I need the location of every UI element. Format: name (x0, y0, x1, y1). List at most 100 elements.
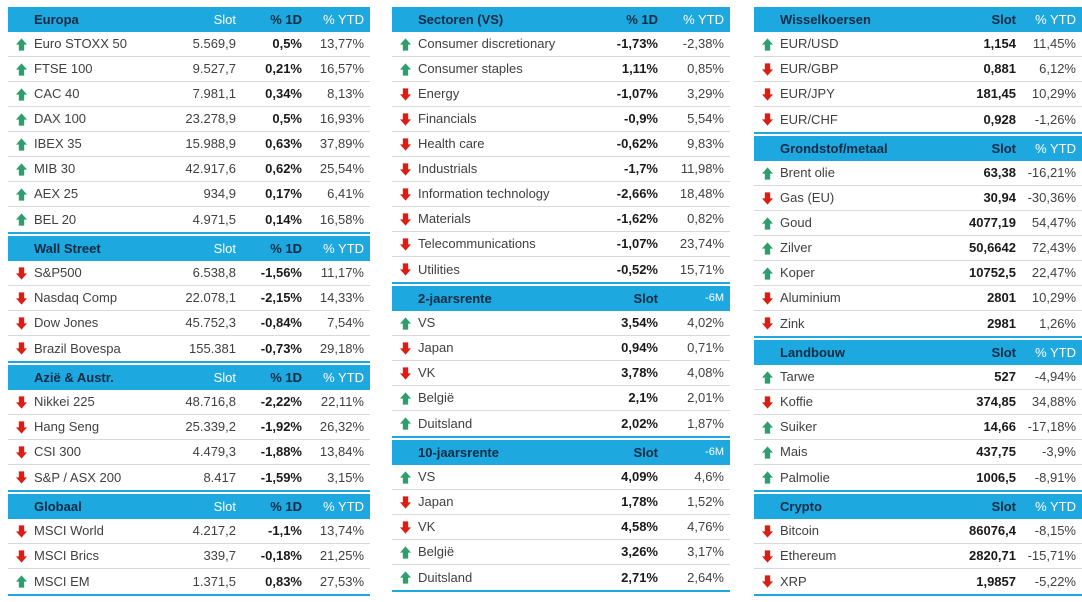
section-2-jaarsrente: 2-jaarsrente Slot -6M VS 3,54% 4,02% Japan 0,94… (392, 286, 730, 438)
row-label: IBEX 35 (34, 136, 82, 151)
row-label: Utilities (418, 261, 460, 277)
column-header-slot: Slot (633, 445, 658, 460)
panel-indices: Europa Slot % 1D % YTD Euro STOXX 50 5.569,9 0… (8, 7, 370, 602)
down-arrow-icon (392, 112, 418, 126)
value-cell-1d: -1,73% (616, 36, 658, 51)
row-label: Brent olie (780, 165, 835, 180)
value-cell-ytd: 13,84% (319, 444, 364, 459)
value-cell-slot: 2,02% (621, 415, 658, 431)
value-cell-slot: 2981 (987, 315, 1016, 331)
column-header-ytd: % YTD (1035, 12, 1076, 27)
value-cell-6m: 2,01% (687, 390, 724, 405)
column-header-slot: Slot (213, 370, 236, 385)
value-cell-slot: 1006,5 (976, 469, 1016, 485)
value-cell-ytd: -15,71% (1027, 548, 1076, 563)
row-label: CAC 40 (34, 86, 80, 101)
down-arrow-icon (8, 471, 34, 484)
down-arrow-icon (8, 342, 34, 355)
value-cell-ytd: -30,36% (1027, 190, 1076, 205)
value-cell-ytd: -4,94% (1034, 369, 1076, 384)
value-cell-ytd: 0,85% (687, 61, 724, 76)
up-arrow-icon (392, 417, 418, 430)
row-label: Japan (418, 494, 454, 509)
row-label: Suiker (780, 419, 817, 434)
up-arrow-icon (392, 571, 418, 584)
table-row: Brazil Bovespa 155.381 -0,73% 29,18% (8, 336, 370, 361)
value-cell-slot: 4077,19 (969, 215, 1016, 230)
value-cell-ytd: 26,32% (319, 419, 364, 434)
value-cell-1d: -2,66% (616, 186, 658, 201)
row-label: Industrials (418, 161, 478, 176)
table-row: Brent olie 63,38 -16,21% (754, 161, 1082, 186)
value-cell-slot: 4,09% (621, 469, 658, 484)
up-arrow-icon (392, 545, 418, 559)
panel-sectors-rates: Sectoren (VS) % 1D % YTD Consumer discretio… (392, 7, 730, 602)
column-header-6m: -6M (705, 292, 724, 304)
value-cell-slot: 9.527,7 (192, 61, 236, 76)
row-label: CSI 300 (34, 444, 81, 459)
value-cell-ytd: 14,33% (319, 290, 364, 305)
value-cell-1d: 0,5% (272, 36, 302, 51)
section-title: 2-jaarsrente (418, 291, 492, 306)
value-cell-1d: 0,83% (265, 573, 302, 589)
section-grondstof-metaal: Grondstof/metaal Slot % YTD Brent olie 63,38… (754, 136, 1082, 338)
value-cell-1d: -1,62% (616, 211, 658, 226)
table-row: Telecommunications -1,07% 23,74% (392, 232, 730, 257)
column-header-slot: Slot (213, 499, 236, 514)
value-cell-ytd: 16,93% (319, 111, 364, 126)
value-cell-ytd: 5,54% (687, 111, 724, 126)
value-cell-slot: 48.716,8 (185, 394, 236, 409)
up-arrow-icon (8, 62, 34, 76)
value-cell-slot: 4.217,2 (192, 523, 236, 538)
table-row: Palmolie 1006,5 -8,91% (754, 465, 1082, 490)
table-row: Hang Seng 25.339,2 -1,92% 26,32% (8, 415, 370, 440)
down-arrow-icon (8, 291, 34, 305)
row-label: AEX 25 (34, 186, 79, 201)
table-row: Materials -1,62% 0,82% (392, 207, 730, 232)
table-row: CAC 40 7.981,1 0,34% 8,13% (8, 82, 370, 107)
up-arrow-icon (8, 213, 34, 226)
value-cell-ytd: 11,98% (680, 161, 724, 176)
section-10-jaarsrente: 10-jaarsrente Slot -6M VS 4,09% 4,6% Japan 1,78… (392, 440, 730, 592)
value-cell-ytd: 10,29% (1031, 86, 1076, 101)
up-arrow-icon (754, 216, 780, 230)
value-cell-ytd: -16,21% (1027, 165, 1076, 180)
table-row: Mais 437,75 -3,9% (754, 440, 1082, 465)
up-arrow-icon (392, 391, 418, 405)
value-cell-slot: 934,9 (203, 186, 236, 201)
table-row: BEL 20 4.971,5 0,14% 16,58% (8, 207, 370, 232)
down-arrow-icon (754, 87, 780, 101)
up-arrow-icon (754, 445, 780, 459)
row-label: Japan (418, 340, 454, 355)
column-header-slot: Slot (991, 345, 1016, 360)
column-header-slot: Slot (213, 241, 236, 256)
down-arrow-icon (392, 366, 418, 380)
value-cell-ytd: -1,26% (1034, 111, 1076, 127)
table-row: MIB 30 42.917,6 0,62% 25,54% (8, 157, 370, 182)
table-row: België 3,26% 3,17% (392, 540, 730, 565)
value-cell-slot: 50,6642 (969, 240, 1016, 255)
value-cell-ytd: 11,17% (320, 265, 364, 280)
value-cell-slot: 155.381 (189, 340, 236, 356)
value-cell-1d: -0,9% (624, 111, 658, 126)
section-wall-street: Wall Street Slot % 1D % YTD S&P500 6.538,8 -1,… (8, 236, 370, 363)
value-cell-slot: 0,881 (983, 61, 1016, 76)
value-cell-ytd: 54,47% (1031, 215, 1076, 230)
table-row: CSI 300 4.479,3 -1,88% 13,84% (8, 440, 370, 465)
table-row: DAX 100 23.278,9 0,5% 16,93% (8, 107, 370, 132)
row-label: FTSE 100 (34, 61, 93, 76)
value-cell-slot: 3,26% (621, 544, 658, 559)
column-header-1d: % 1D (626, 12, 658, 27)
row-label: Bitcoin (780, 523, 820, 538)
value-cell-1d: 0,5% (272, 111, 302, 126)
table-row: België 2,1% 2,01% (392, 386, 730, 411)
value-cell-6m: 2,64% (687, 569, 724, 585)
value-cell-ytd: 8,13% (327, 86, 364, 101)
table-row: VS 4,09% 4,6% (392, 465, 730, 490)
up-arrow-icon (754, 370, 780, 384)
value-cell-1d: -1,07% (616, 236, 658, 251)
table-row: VK 4,58% 4,76% (392, 515, 730, 540)
row-label: Koper (780, 265, 815, 280)
value-cell-slot: 2801 (987, 290, 1016, 305)
